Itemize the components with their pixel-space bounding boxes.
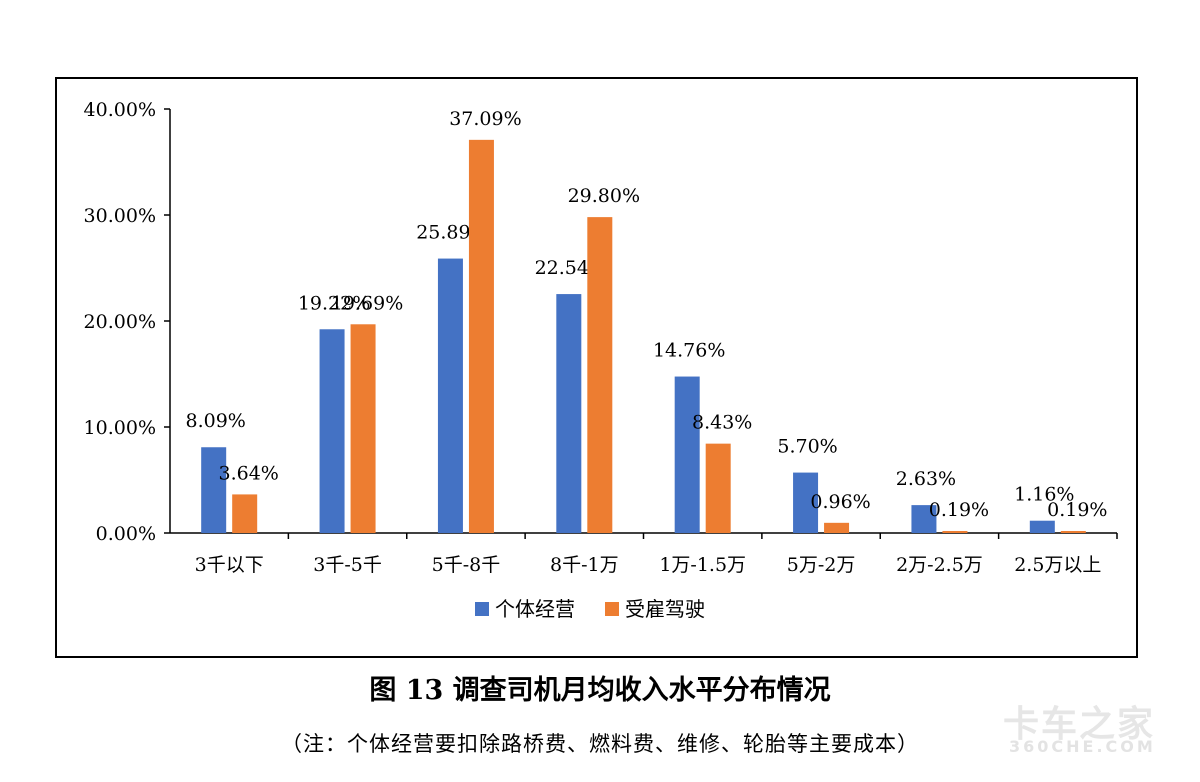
bar-self-employed — [911, 505, 937, 533]
data-label: 0.19% — [1047, 499, 1107, 521]
bar-employed — [705, 443, 731, 533]
y-tick-label: 10.00% — [84, 417, 156, 439]
category-label: 5万-2万 — [787, 554, 856, 576]
data-label: 3.64% — [219, 462, 279, 484]
data-label: 1.16% — [1014, 484, 1074, 506]
data-label: 0.96% — [810, 491, 870, 513]
watermark-subtext: 360CHE.COM — [1009, 737, 1156, 756]
data-label: 14.76% — [653, 340, 725, 362]
data-label: 5.70% — [777, 436, 837, 458]
bar-self-employed — [674, 376, 700, 533]
data-label: 0.19% — [929, 499, 989, 521]
bar-self-employed — [1029, 520, 1055, 533]
category-label: 2.5万以上 — [1014, 554, 1101, 576]
category-label: 2万-2.5万 — [896, 554, 983, 576]
data-label: 2.63% — [896, 468, 956, 490]
bar-self-employed — [319, 329, 345, 533]
bar-employed — [232, 494, 258, 533]
data-label: 19.69% — [331, 292, 403, 314]
y-tick-label: 30.00% — [84, 205, 156, 227]
legend-label: 个体经营 — [495, 597, 575, 621]
watermark-text: 卡车之家 — [1003, 704, 1156, 745]
figure-title: 图 13 调查司机月均收入水平分布情况 — [369, 675, 831, 706]
data-label: 29.80% — [568, 185, 640, 207]
bar-employed — [350, 324, 376, 533]
category-label: 3千以下 — [195, 554, 264, 576]
y-tick-label: 40.00% — [84, 99, 156, 121]
bar-employed — [1060, 530, 1086, 533]
category-label: 3千-5千 — [313, 554, 382, 576]
y-tick-label: 0.00% — [96, 523, 156, 545]
bar-employed — [824, 522, 850, 533]
data-label: 8.43% — [692, 412, 752, 434]
chart-frame: 0.00% 10.00% 20.00% 30.00% 40.00% 3千以下 8.09% 3.… — [55, 77, 1138, 658]
bar-employed — [468, 139, 494, 533]
data-label: 37.09% — [449, 108, 521, 130]
bar-self-employed — [201, 447, 227, 533]
bar-chart: 0.00% 10.00% 20.00% 30.00% 40.00% 3千以下 8.09% 3.… — [84, 99, 1118, 621]
bar-employed — [942, 530, 968, 533]
category-label: 1万-1.5万 — [659, 554, 746, 576]
data-label: 19.22% — [298, 292, 370, 314]
data-label: 8.09% — [186, 410, 246, 432]
y-tick-label: 20.00% — [84, 311, 156, 333]
watermark-logo: 卡车之家 360CHE.COM — [1003, 695, 1188, 757]
category-label: 5千-8千 — [432, 554, 501, 576]
bar-self-employed — [793, 472, 819, 533]
bar-self-employed — [556, 294, 582, 533]
legend-swatch — [605, 602, 619, 616]
category-label: 8千-1万 — [550, 554, 619, 576]
bar-self-employed — [437, 258, 463, 533]
bar-employed — [587, 217, 613, 533]
legend-swatch — [475, 602, 489, 616]
figure-note: （注：个体经营要扣除路桥费、燃料费、维修、轮胎等主要成本） — [281, 732, 919, 756]
legend-label: 受雇驾驶 — [625, 597, 705, 621]
